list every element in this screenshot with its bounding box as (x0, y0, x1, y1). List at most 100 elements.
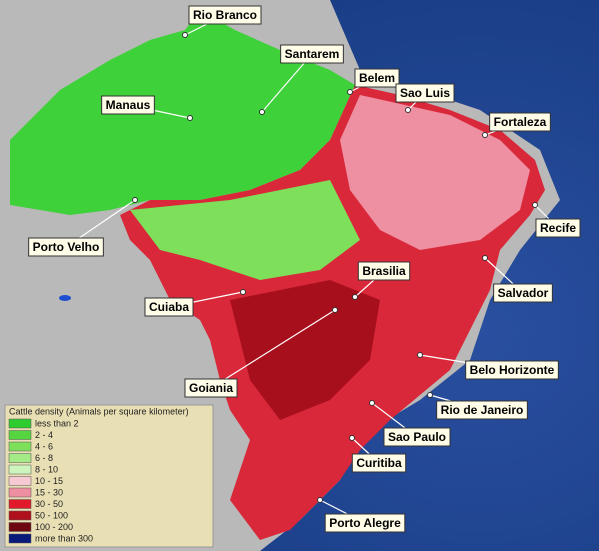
legend-swatch (8, 430, 32, 440)
city-label: Belem (359, 71, 395, 85)
city-point (182, 32, 188, 38)
label-box (395, 83, 455, 103)
city: Salvador (482, 255, 553, 303)
legend-title: Cattle density (Animals per square kilom… (9, 406, 189, 416)
legend-swatch (8, 453, 32, 463)
legend-label: 30 - 50 (35, 499, 63, 509)
city-point (240, 289, 246, 295)
label-box (101, 95, 155, 115)
city-label: Belo Horizonte (470, 363, 555, 377)
legend-swatch (8, 441, 32, 452)
label-box (188, 5, 262, 25)
label-box (383, 427, 451, 447)
city-point (349, 435, 355, 441)
city-point (132, 197, 138, 203)
city: Brasilia (352, 261, 411, 300)
label-box (351, 453, 407, 473)
legend-label: 50 - 100 (35, 510, 68, 520)
city-label: Cuiaba (149, 300, 189, 314)
city-point (417, 352, 423, 358)
city-point (482, 132, 488, 138)
legend-label: more than 300 (35, 533, 93, 543)
legend-label: 2 - 4 (35, 430, 53, 440)
city-point (405, 107, 411, 113)
city: Santarem (259, 44, 344, 115)
legend-swatch (8, 533, 32, 544)
city: Rio de Janeiro (427, 392, 528, 420)
label-box (357, 261, 411, 281)
city-label: Sao Paulo (388, 430, 446, 444)
city-label: Curitiba (356, 456, 402, 470)
legend-label: 8 - 10 (35, 464, 58, 474)
legend-swatch (8, 499, 32, 509)
core-region (230, 280, 380, 420)
city-label: Rio de Janeiro (441, 403, 524, 417)
city: Fortaleza (482, 112, 551, 138)
label-box (28, 237, 104, 257)
city-label: Fortaleza (494, 115, 547, 129)
city: Belo Horizonte (417, 352, 559, 380)
label-box (144, 297, 194, 317)
lake (59, 295, 71, 301)
legend-box (4, 404, 214, 548)
city-point (187, 115, 193, 121)
legend-label: 15 - 30 (35, 487, 63, 497)
legend-label: 10 - 15 (35, 476, 63, 486)
label-box (280, 44, 344, 64)
city-label: Rio Branco (193, 8, 257, 22)
city-label: Salvador (498, 286, 549, 300)
legend-label: less than 2 (35, 418, 79, 428)
city: Sao Paulo (369, 400, 451, 447)
city: Manaus (101, 95, 193, 121)
city-label: Recife (540, 221, 576, 235)
legend-label: 6 - 8 (35, 453, 53, 463)
legend-swatch (8, 487, 32, 498)
city: Sao Luis (395, 83, 455, 113)
legend-swatch (8, 418, 32, 429)
legend-label: 100 - 200 (35, 522, 73, 532)
label-box (354, 68, 400, 88)
city-point (482, 255, 488, 261)
city-point (352, 294, 358, 300)
north-region (10, 10, 355, 215)
label-box (489, 112, 551, 132)
city: Porto Alegre (317, 497, 406, 533)
city-point (317, 497, 323, 503)
city: Belem (347, 68, 400, 95)
city-label: Manaus (106, 98, 151, 112)
city-label: Brasilia (362, 264, 406, 278)
city-label: Santarem (285, 47, 340, 61)
city: Porto Velho (28, 197, 138, 257)
city-label: Porto Velho (33, 240, 100, 254)
central-west-region (130, 180, 360, 280)
leader-line (261, 53, 313, 113)
city: Curitiba (349, 435, 407, 473)
label-box (324, 513, 406, 533)
legend-swatch (8, 464, 32, 475)
label-box (184, 378, 238, 398)
city-point (259, 109, 265, 115)
legend-label: 4 - 6 (35, 441, 53, 451)
legend-swatch (8, 476, 32, 486)
city: Goiania (184, 307, 338, 398)
city-point (427, 392, 433, 398)
city-point (369, 400, 375, 406)
city-label: Porto Alegre (329, 516, 401, 530)
city-point (332, 307, 338, 313)
label-box (535, 218, 581, 238)
city-point (347, 89, 353, 95)
label-box (493, 283, 553, 303)
label-box (465, 360, 559, 380)
label-box (436, 400, 528, 420)
city: Cuiaba (144, 289, 246, 317)
city: Rio Branco (182, 5, 262, 38)
city-point (532, 202, 538, 208)
city-label: Sao Luis (400, 86, 450, 100)
leader-line (210, 309, 336, 389)
legend: Cattle density (Animals per square kilom… (4, 404, 214, 548)
legend-swatch (8, 510, 32, 521)
city: Recife (532, 202, 581, 238)
legend-swatch (8, 522, 32, 532)
